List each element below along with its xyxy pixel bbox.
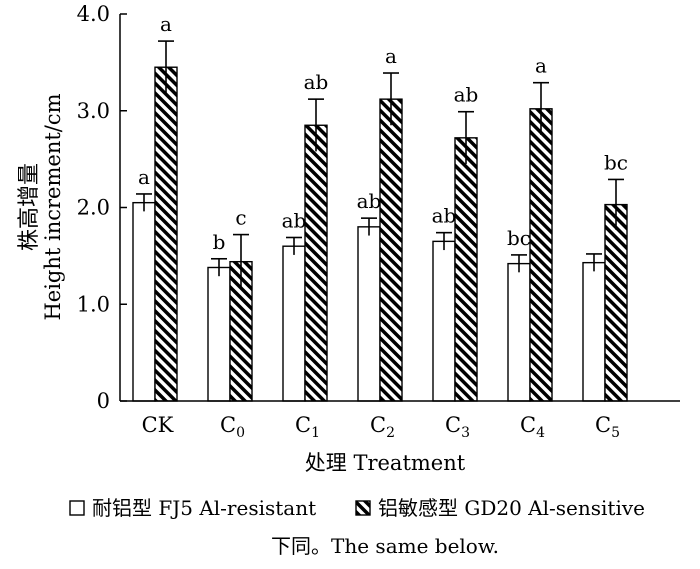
bar-resistant — [207, 266, 231, 402]
y-ticks-layer: 0 1.0 2.0 3.0 4.0 — [77, 2, 127, 413]
y-tick-label: 2.0 — [77, 196, 110, 220]
x-tick-label: C4 — [520, 413, 545, 441]
bar-sensitive — [379, 98, 403, 402]
legend-swatch-resistant — [69, 500, 85, 516]
y-axis-label-en: Height increment/cm — [41, 93, 65, 320]
significance-label: a — [535, 54, 547, 78]
x-tick-label: C1 — [295, 413, 320, 441]
bar-resistant — [432, 240, 456, 402]
significance-label: bc — [604, 150, 628, 174]
bar-resistant — [132, 201, 156, 402]
y-tick-label: 1.0 — [77, 292, 110, 316]
bar-resistant — [357, 226, 381, 402]
significance-label: ab — [357, 189, 382, 213]
y-axis-label-cn: 株高增量 — [17, 163, 42, 251]
y-tick-label: 0 — [97, 389, 110, 413]
error-bars-layer — [136, 40, 624, 289]
y-tick-label: 4.0 — [77, 2, 110, 26]
significance-label: b — [213, 230, 226, 254]
significance-label: a — [160, 12, 172, 36]
bar-sensitive — [154, 66, 178, 402]
x-axis-label: 处理 Treatment — [305, 451, 466, 475]
bar-resistant — [507, 262, 531, 402]
bar-sensitive — [454, 137, 478, 402]
legend: 耐铝型 FJ5 Al-resistant 铝敏感型 GD20 Al-sensit… — [69, 496, 645, 520]
bar-sensitive — [529, 108, 553, 402]
legend-swatch-sensitive — [355, 500, 371, 516]
y-tick-label: 3.0 — [77, 99, 110, 123]
x-tick-label: C0 — [220, 413, 245, 441]
bar-resistant — [582, 261, 606, 402]
significance-label: a — [385, 44, 397, 68]
bar-sensitive — [604, 203, 628, 402]
bar-sensitive — [304, 124, 328, 402]
significance-label: a — [138, 165, 150, 189]
significance-label: ab — [432, 204, 457, 228]
significance-label: ab — [454, 83, 479, 107]
significance-label: ab — [282, 208, 307, 232]
x-tick-label: C3 — [445, 413, 470, 441]
note-text: 下同。The same below. — [271, 534, 499, 558]
legend-label-sensitive: 铝敏感型 GD20 Al-sensitive — [378, 496, 645, 520]
legend-label-resistant: 耐铝型 FJ5 Al-resistant — [92, 496, 316, 520]
bar-resistant — [282, 245, 306, 402]
significance-label: ab — [304, 70, 329, 94]
x-tick-label: C2 — [370, 413, 395, 441]
significance-label: c — [235, 206, 246, 230]
x-tick-labels-layer: CK C0 C1 C2 C3 C4 C5 — [142, 413, 620, 441]
x-tick-label: CK — [142, 413, 174, 437]
x-tick-label: C5 — [595, 413, 620, 441]
significance-label: bc — [507, 226, 531, 250]
bars-layer — [132, 66, 628, 402]
